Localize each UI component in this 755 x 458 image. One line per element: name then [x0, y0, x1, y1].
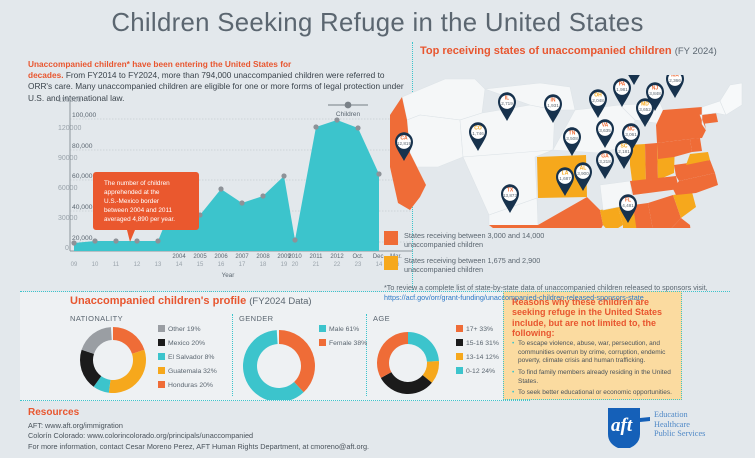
svg-text:The number of children: The number of children [104, 180, 170, 187]
svg-text:2012: 2012 [330, 254, 344, 260]
svg-text:30000: 30000 [58, 215, 78, 222]
svg-text:15: 15 [197, 262, 204, 268]
svg-text:3,061: 3,061 [625, 132, 637, 137]
svg-text:averaged 4,890 per year.: averaged 4,890 per year. [104, 216, 175, 223]
svg-text:1,981: 1,981 [616, 87, 628, 92]
svg-text:3,218: 3,218 [599, 159, 611, 164]
svg-text:2,719: 2,719 [501, 101, 513, 106]
svg-text:2011: 2011 [310, 254, 324, 260]
svg-text:17+ 33%: 17+ 33% [466, 326, 493, 333]
svg-text:60000: 60000 [58, 185, 78, 192]
svg-text:aft: aft [611, 415, 633, 436]
svg-text:3,848: 3,848 [649, 91, 661, 96]
svg-text:2004: 2004 [172, 254, 186, 260]
svg-text:U.S.-Mexico border: U.S.-Mexico border [104, 198, 160, 205]
svg-text:90000: 90000 [58, 155, 78, 162]
svg-text:between 2004 and 2011: between 2004 and 2011 [104, 207, 173, 214]
svg-text:4,481: 4,481 [622, 203, 634, 208]
svg-text:Oct.: Oct. [352, 254, 363, 260]
svg-text:0-12 24%: 0-12 24% [466, 368, 495, 375]
svg-text:Children: Children [336, 111, 361, 118]
svg-text:0: 0 [65, 245, 69, 252]
svg-text:2,366: 2,366 [669, 78, 681, 83]
svg-text:13-14 12%: 13-14 12% [466, 354, 499, 361]
svg-text:12,819: 12,819 [397, 141, 411, 146]
svg-text:Other 19%: Other 19% [168, 326, 201, 333]
svg-text:Honduras 20%: Honduras 20% [168, 382, 213, 389]
svg-text:09: 09 [71, 262, 78, 268]
svg-text:3,652: 3,652 [639, 107, 651, 112]
svg-text:60,000: 60,000 [72, 173, 93, 180]
svg-text:1,931: 1,931 [547, 103, 559, 108]
svg-text:3,635: 3,635 [599, 128, 611, 133]
svg-text:Year: Year [222, 272, 235, 279]
svg-text:10: 10 [92, 262, 99, 268]
svg-text:11: 11 [113, 262, 120, 268]
svg-text:1,687: 1,687 [559, 176, 571, 181]
svg-text:3,900: 3,900 [577, 171, 589, 176]
svg-text:Mexico 20%: Mexico 20% [168, 340, 205, 347]
svg-text:2,048: 2,048 [592, 98, 604, 103]
svg-text:14: 14 [176, 262, 183, 268]
svg-text:Guatemala 32%: Guatemala 32% [168, 368, 217, 375]
svg-text:13: 13 [155, 262, 162, 268]
svg-text:15-16 31%: 15-16 31% [466, 340, 499, 347]
svg-text:2008: 2008 [256, 254, 270, 260]
svg-text:2007: 2007 [235, 254, 249, 260]
svg-text:12: 12 [134, 262, 141, 268]
svg-text:20: 20 [292, 262, 299, 268]
svg-text:2,181: 2,181 [618, 149, 630, 154]
svg-text:apprehended at the: apprehended at the [104, 189, 160, 196]
svg-text:El Salvador 8%: El Salvador 8% [168, 354, 214, 361]
svg-text:16: 16 [218, 262, 225, 268]
svg-text:2010: 2010 [288, 254, 302, 260]
svg-text:2006: 2006 [214, 254, 228, 260]
svg-text:100,000: 100,000 [72, 112, 96, 119]
svg-text:14: 14 [376, 262, 383, 268]
svg-text:1,746: 1,746 [472, 131, 484, 136]
svg-text:17: 17 [239, 262, 246, 268]
svg-text:18: 18 [260, 262, 267, 268]
svg-text:Male 61%: Male 61% [329, 326, 359, 333]
svg-text:Female 38%: Female 38% [329, 340, 367, 347]
svg-text:40,000: 40,000 [72, 204, 93, 211]
svg-text:80,000: 80,000 [72, 143, 93, 150]
svg-text:23: 23 [355, 262, 362, 268]
svg-text:21: 21 [313, 262, 320, 268]
svg-text:3,508: 3,508 [566, 136, 578, 141]
svg-text:19: 19 [281, 262, 288, 268]
svg-text:2005: 2005 [193, 254, 207, 260]
svg-text:22: 22 [334, 262, 341, 268]
svg-text:13,873: 13,873 [503, 193, 517, 198]
